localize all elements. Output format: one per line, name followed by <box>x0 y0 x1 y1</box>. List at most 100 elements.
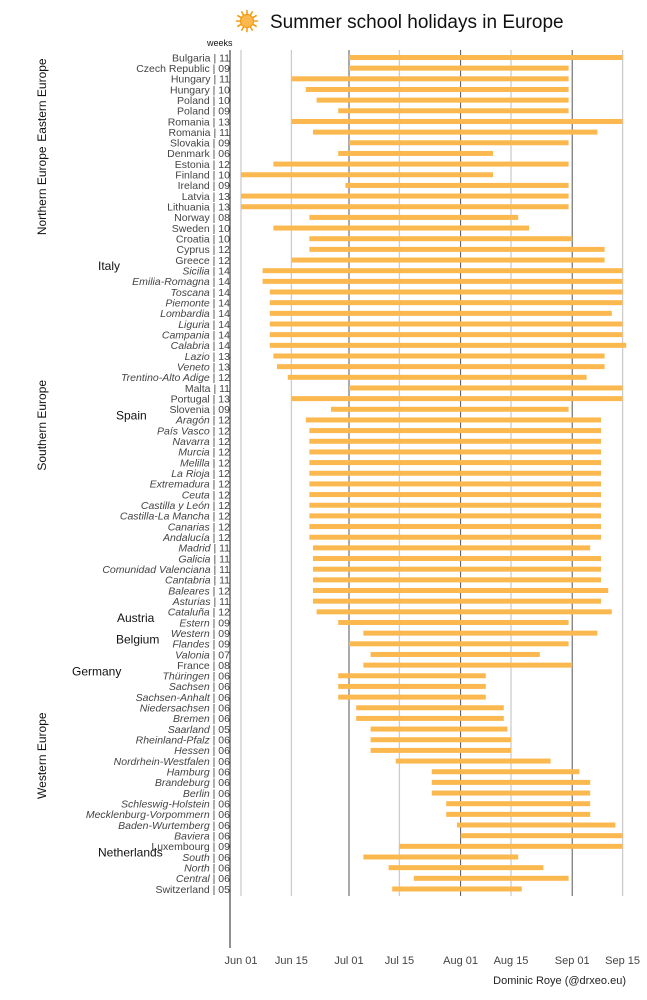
bar-extremadura <box>309 481 601 487</box>
bar-hungary <box>305 86 569 92</box>
bar-emilia-romagna <box>262 278 623 284</box>
row-label: Ireland | 09 <box>178 180 231 192</box>
bar-bremen <box>356 715 504 721</box>
bar-sicilia <box>262 268 623 274</box>
region-label: Western Europe <box>35 712 49 799</box>
row-label: South | 06 <box>182 852 230 864</box>
row-label: Rheinland-Pfalz | 06 <box>136 735 231 747</box>
row-label: Murcia | 12 <box>178 447 230 459</box>
bar-portugal <box>291 396 623 402</box>
bar-mecklenburg-vorpommern <box>446 811 591 817</box>
row-label: Croatia | 10 <box>176 234 230 246</box>
row-label: Denmark | 06 <box>167 148 230 160</box>
row-label: Emilia-Romagna | 14 <box>132 276 230 288</box>
row-label: Poland | 09 <box>177 106 230 118</box>
bar-th-ringen <box>338 673 486 679</box>
row-label: Cataluña | 12 <box>168 607 230 619</box>
sun-ray <box>252 14 257 19</box>
x-tick-label: Sep 01 <box>555 955 590 967</box>
group-label: Austria <box>117 611 155 625</box>
bar-norway <box>309 214 519 220</box>
row-label: Berlin | 06 <box>183 788 230 800</box>
row-label: Valonia | 07 <box>175 649 230 661</box>
row-label: Cantabria | 11 <box>165 575 230 587</box>
bar-greece <box>291 257 605 263</box>
bar-toscana <box>269 289 623 295</box>
row-label: Lazio | 13 <box>185 351 231 363</box>
x-tick-label: Aug 15 <box>494 955 529 967</box>
row-label: Extremadura | 12 <box>150 479 231 491</box>
sun-ray <box>249 11 254 16</box>
bar-schleswig-holstein <box>446 801 591 807</box>
row-label: Estern | 09 <box>179 617 230 629</box>
sun-disc <box>239 13 255 29</box>
row-label: Castilla-La Mancha | 12 <box>120 511 230 523</box>
row-label: Slovenia | 09 <box>169 404 230 416</box>
bar-baleares <box>313 588 609 593</box>
bar-madrid <box>313 545 591 551</box>
row-label: Mecklenburg-Vorpommern | 06 <box>86 809 230 821</box>
bar-valonia <box>370 651 540 657</box>
x-tick-label: Jun 01 <box>224 955 257 967</box>
row-label: Schleswig-Holstein | 06 <box>121 799 230 811</box>
bar-comunidad-valenciana <box>313 566 601 572</box>
row-label: Portugal | 13 <box>171 393 231 405</box>
row-label: La Rioja | 12 <box>171 468 230 480</box>
weeks-header: weeks <box>206 38 233 48</box>
bar-poland <box>316 97 569 103</box>
row-label: Romania | 13 <box>168 116 230 128</box>
bar-baviera <box>460 833 623 839</box>
group-label: Germany <box>72 664 121 678</box>
row-label: Greece | 12 <box>175 255 230 267</box>
row-label: Baleares | 12 <box>168 585 230 597</box>
bars <box>241 55 627 892</box>
bar-castilla-la-mancha <box>309 513 601 519</box>
bar-baden-wurtemberg <box>457 822 616 828</box>
bar-czech-republic <box>349 65 569 71</box>
row-label: Sachsen-Anhalt | 06 <box>136 692 231 704</box>
row-label: Western | 09 <box>171 628 230 640</box>
x-tick-label: Sep 15 <box>605 955 640 967</box>
row-label: Latvia | 13 <box>182 191 230 203</box>
bar-piemonte <box>269 300 623 306</box>
bar-croatia <box>309 236 573 242</box>
x-axis-ticks: Jun 01 Jun 15 Jul 01 Jul 15 Aug 01 Aug 15 Sep … <box>224 955 640 967</box>
bar-galicia <box>313 556 601 562</box>
bar-ireland <box>345 182 569 188</box>
bar-asturias <box>313 598 601 604</box>
bar-hessen <box>370 747 511 753</box>
bar-flandes <box>349 641 569 647</box>
row-label: Melilla | 12 <box>180 457 230 469</box>
region-label: Eastern Europe <box>35 58 49 142</box>
region-label: Northern Europe <box>35 146 49 235</box>
bar-ceuta <box>309 492 601 498</box>
bar-cantabria <box>313 577 601 583</box>
row-label: Piemonte | 14 <box>165 297 230 309</box>
bar-france <box>363 662 573 668</box>
sun-icon <box>235 9 259 33</box>
chart-caption: Dominic Roye (@drxeo.eu) <box>493 975 626 987</box>
row-label: Czech Republic | 09 <box>136 63 230 75</box>
bar-canarias <box>309 524 601 530</box>
bar-finland <box>241 172 493 178</box>
bar-sachsen-anhalt <box>338 694 486 700</box>
bar-arag-n <box>305 417 601 423</box>
bar-cyprus <box>309 246 605 252</box>
region-label: Southern Europe <box>35 380 49 471</box>
row-label: Aragón | 12 <box>175 415 230 427</box>
bar-south <box>363 854 519 860</box>
bar-romania <box>313 129 598 135</box>
sun-ray <box>240 11 245 16</box>
region-labels: Eastern Europe Northern Europe Southern Eu… <box>35 58 49 799</box>
bar-navarra <box>309 438 601 444</box>
row-label: Canarias | 12 <box>168 521 230 533</box>
row-label: Veneto | 13 <box>177 361 230 373</box>
bar-estern <box>338 619 569 625</box>
bar-poland <box>338 108 569 114</box>
row-label: Sachsen | 06 <box>169 681 230 693</box>
sun-ray <box>240 26 245 31</box>
bar-veneto <box>277 364 605 370</box>
group-labels: Italy Spain Austria Belgium Germany Netherlan… <box>72 259 163 859</box>
bar-denmark <box>338 150 493 156</box>
row-label: Toscana | 14 <box>170 287 230 299</box>
